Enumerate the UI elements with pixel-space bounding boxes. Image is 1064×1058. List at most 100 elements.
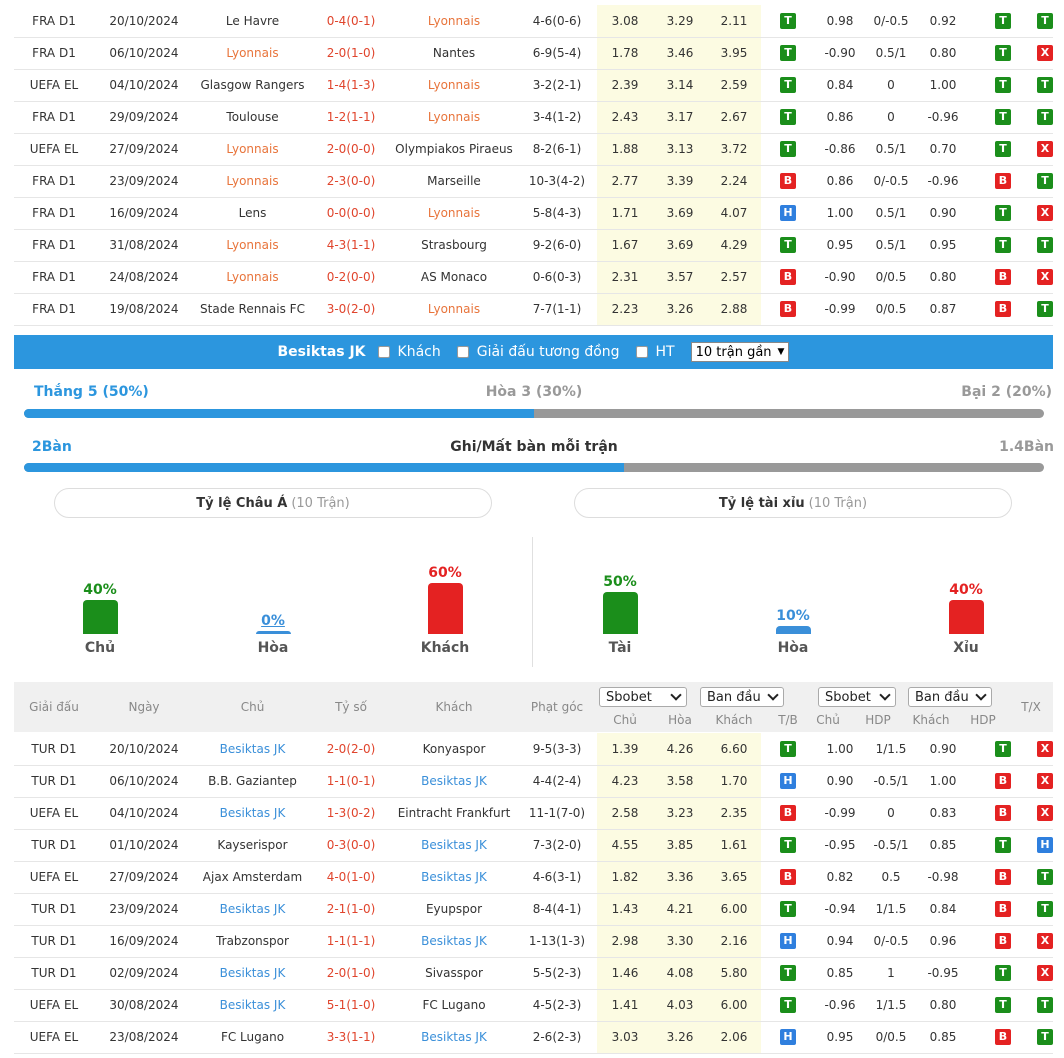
home-team-cell[interactable]: Trabzonspor — [194, 925, 311, 958]
odds-draw-cell-text: 3.58 — [666, 774, 694, 788]
table-row: TUR D1 20/10/2024 Besiktas JK 2-0(2-0) Konya… — [14, 733, 1053, 766]
hdp-away-cell: 0.84 — [917, 893, 969, 926]
home-team-cell[interactable]: Ajax Amsterdam — [194, 861, 311, 894]
hdp-line-cell: 0.5/1 — [865, 133, 917, 166]
home-team-cell[interactable]: Lyonnais — [194, 133, 311, 166]
hdp-line-cell: 0 — [865, 797, 917, 830]
home-team-cell[interactable]: Le Havre — [194, 5, 311, 38]
away-team-cell[interactable]: Besiktas JK — [391, 861, 517, 894]
away-team-cell[interactable]: Besiktas JK — [391, 829, 517, 862]
away-team-cell[interactable]: Strasbourg — [391, 229, 517, 262]
home-team-cell[interactable]: Besiktas JK — [194, 733, 311, 766]
odds-away-cell: 6.60 — [707, 733, 761, 766]
away-checkbox[interactable] — [377, 346, 390, 358]
league-cell: FRA D1 — [14, 37, 94, 70]
away-team-cell[interactable]: Olympiakos Piraeus — [391, 133, 517, 166]
home-team-cell[interactable]: Lyonnais — [194, 261, 311, 294]
hdp-line-cell-text: 0.5 — [881, 870, 901, 884]
away-team-cell[interactable]: Lyonnais — [391, 69, 517, 102]
asian-bar-2: 60% Khách — [400, 565, 490, 656]
away-team-cell[interactable]: Eintracht Frankfurt — [391, 797, 517, 830]
home-team-cell[interactable]: Stade Rennais FC — [194, 293, 311, 326]
corner-cell-text: 5-8(4-3) — [532, 206, 582, 220]
hdp-line-cell: 0/0.5 — [865, 293, 917, 326]
bookmaker-select-1[interactable]: Sbobet — [599, 687, 687, 707]
hdp-line-cell: 1/1.5 — [865, 893, 917, 926]
home-team-cell[interactable]: Glasgow Rangers — [194, 69, 311, 102]
odds-away-cell: 2.11 — [707, 5, 761, 38]
score-cell-text: 1-4(1-3) — [326, 78, 376, 92]
hdp-home-cell: 0.82 — [815, 861, 865, 894]
result-badge: T — [780, 77, 796, 93]
odds-draw-cell-text: 3.36 — [666, 870, 694, 884]
away-team-cell[interactable]: Lyonnais — [391, 197, 517, 230]
away-team-cell[interactable]: Besiktas JK — [391, 925, 517, 958]
corner-cell-text: 4-6(0-6) — [532, 13, 582, 28]
away-team-cell[interactable]: Besiktas JK — [391, 765, 517, 798]
away-team-cell[interactable]: FC Lugano — [391, 989, 517, 1022]
home-team-cell[interactable]: Lens — [194, 197, 311, 230]
odds-draw-cell-text: 3.13 — [666, 142, 694, 156]
corner-cell-text: 8-4(4-1) — [532, 902, 582, 916]
away-team-cell[interactable]: Sivasspor — [391, 957, 517, 990]
home-team-cell[interactable]: FC Lugano — [194, 1021, 311, 1054]
hdp-away-cell: 1.00 — [917, 765, 969, 798]
hdp-line-cell: 0/-0.5 — [865, 5, 917, 38]
same-league-checkbox-label: Giải đấu tương đồng — [476, 344, 620, 360]
away-team-cell[interactable]: Lyonnais — [391, 5, 517, 38]
bar-percent: 50% — [603, 573, 637, 590]
col-home: Chủ — [240, 700, 265, 714]
odds-type-select-1[interactable]: Ban đầu — [700, 687, 784, 707]
result-badge: T — [995, 237, 1011, 253]
hdp-away-cell-text: 0.83 — [929, 806, 957, 820]
home-team-cell-text: Kayserispor — [217, 838, 288, 852]
ht-checkbox[interactable] — [635, 346, 648, 358]
league-cell-text: TUR D1 — [31, 838, 77, 852]
hdp-away-cell-text: -0.96 — [927, 174, 959, 188]
odds-away-cell-text: 4.29 — [720, 238, 748, 252]
away-team-cell[interactable]: Eyupspor — [391, 893, 517, 926]
home-team-cell[interactable]: Kayserispor — [194, 829, 311, 862]
odds-draw-cell-text: 4.21 — [666, 902, 694, 916]
away-team-cell[interactable]: Lyonnais — [391, 101, 517, 134]
league-cell: FRA D1 — [14, 229, 94, 262]
away-team-cell[interactable]: Marseille — [391, 165, 517, 198]
home-team-cell-text: Lyonnais — [226, 238, 279, 252]
odds-type-select-2[interactable]: Ban đầu — [908, 687, 992, 707]
date-cell: 04/10/2024 — [94, 797, 194, 830]
corner-cell: 11-1(7-0) — [517, 797, 597, 830]
odds-home-cell: 3.03 — [597, 1021, 653, 1054]
score-cell-text: 1-3(0-2) — [326, 806, 376, 820]
away-team-cell[interactable]: AS Monaco — [391, 261, 517, 294]
away-team-cell[interactable]: Konyaspor — [391, 733, 517, 766]
odds-away-cell-text: 3.72 — [720, 142, 748, 156]
sub-col-away: Khách — [715, 713, 753, 727]
away-team-cell[interactable]: Nantes — [391, 37, 517, 70]
home-team-cell[interactable]: Besiktas JK — [194, 893, 311, 926]
home-team-cell[interactable]: Besiktas JK — [194, 797, 311, 830]
home-team-cell[interactable]: Lyonnais — [194, 37, 311, 70]
away-team-cell[interactable]: Lyonnais — [391, 293, 517, 326]
home-team-cell[interactable]: Toulouse — [194, 101, 311, 134]
away-team-cell-text: Lyonnais — [427, 206, 481, 220]
home-team-cell[interactable]: B.B. Gaziantep — [194, 765, 311, 798]
home-team-cell[interactable]: Lyonnais — [194, 229, 311, 262]
odds-draw-cell: 3.69 — [653, 197, 707, 230]
tb-result-cell: B — [761, 797, 815, 830]
odds-home-cell-text: 2.23 — [611, 302, 639, 316]
hdp-away-cell-text: 0.87 — [929, 302, 957, 316]
away-team-cell[interactable]: Besiktas JK — [391, 1021, 517, 1054]
home-team-cell[interactable]: Besiktas JK — [194, 989, 311, 1022]
home-team-cell[interactable]: Besiktas JK — [194, 957, 311, 990]
odds-away-cell-text: 2.35 — [720, 806, 748, 820]
bookmaker-select-2[interactable]: Sbobet — [818, 687, 896, 707]
home-team-cell[interactable]: Lyonnais — [194, 165, 311, 198]
corner-cell-text: 5-5(2-3) — [532, 966, 582, 980]
table-row: UEFA EL 04/10/2024 Besiktas JK 1-3(0-2) Eint… — [14, 797, 1053, 830]
date-cell: 16/09/2024 — [94, 925, 194, 958]
odds-home-cell-text: 2.98 — [611, 934, 639, 948]
match-count-select[interactable]: 10 trận gần ▼ — [690, 342, 790, 362]
same-league-checkbox[interactable] — [456, 346, 469, 358]
odds-away-cell-text: 3.95 — [720, 46, 748, 60]
away-team-cell-text: Sivasspor — [425, 966, 483, 980]
